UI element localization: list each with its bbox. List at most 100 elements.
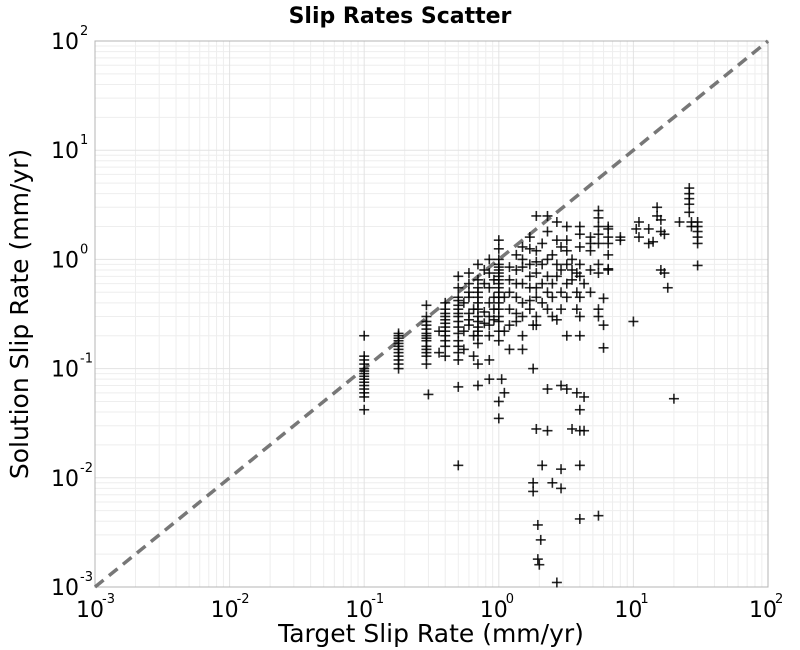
data-point: [484, 282, 495, 293]
x-axis-label: Target Slip Rate (mm/yr): [277, 619, 584, 648]
svg-text:-2: -2: [80, 461, 93, 476]
data-point: [542, 254, 553, 265]
data-point: [655, 214, 666, 225]
svg-text:10: 10: [345, 598, 373, 623]
svg-text:2: 2: [80, 24, 88, 39]
svg-text:1: 1: [640, 592, 648, 607]
data-point: [561, 384, 572, 395]
data-point: [531, 311, 542, 322]
svg-text:10: 10: [51, 139, 79, 164]
data-point: [668, 393, 679, 404]
data-point: [593, 212, 604, 223]
data-point: [511, 316, 522, 327]
x-tick-label: 10-3: [76, 592, 115, 623]
data-point: [574, 292, 585, 303]
data-point: [633, 232, 644, 243]
y-tick-label: 10 1: [51, 133, 88, 164]
data-point: [551, 217, 562, 228]
data-point: [499, 387, 510, 398]
svg-text:10: 10: [76, 598, 104, 623]
data-point: [542, 226, 553, 237]
data-point: [556, 304, 567, 315]
data-point: [537, 238, 548, 249]
data-point: [484, 254, 495, 265]
data-point: [662, 282, 673, 293]
data-point: [531, 210, 542, 221]
data-point: [524, 259, 535, 270]
data-point: [453, 282, 464, 293]
data-point: [574, 330, 585, 341]
data-point: [517, 330, 528, 341]
data-point: [458, 326, 469, 337]
data-point: [496, 374, 507, 385]
data-point: [603, 238, 614, 249]
data-point: [524, 232, 535, 243]
data-point: [517, 241, 528, 252]
svg-text:10: 10: [51, 30, 79, 55]
data-point: [542, 210, 553, 221]
data-point: [472, 380, 483, 391]
one-to-one-reference-line: [93, 39, 770, 589]
data-point: [561, 235, 572, 246]
data-point: [463, 268, 474, 279]
svg-text:10: 10: [51, 358, 79, 383]
data-point: [517, 278, 528, 289]
svg-text:10: 10: [51, 248, 79, 273]
data-point: [537, 278, 548, 289]
data-point: [648, 236, 659, 247]
data-point: [643, 223, 654, 234]
data-point: [659, 229, 670, 240]
data-point: [561, 245, 572, 256]
data-point: [458, 297, 469, 308]
data-point: [531, 320, 542, 331]
data-point: [542, 384, 553, 395]
data-point: [359, 391, 370, 402]
data-point: [652, 202, 663, 213]
data-point: [574, 513, 585, 524]
data-point: [542, 271, 553, 282]
data-point: [528, 363, 539, 374]
data-point: [551, 314, 562, 325]
data-point: [571, 387, 582, 398]
x-tick-label: 100: [480, 592, 514, 623]
svg-text:-1: -1: [80, 352, 93, 367]
data-point: [556, 264, 567, 275]
data-point: [528, 486, 539, 497]
data-point: [499, 326, 510, 337]
data-point: [504, 304, 515, 315]
svg-text:-3: -3: [80, 570, 93, 585]
svg-text:10: 10: [614, 598, 642, 623]
data-point: [484, 374, 495, 385]
chart-title: Slip Rates Scatter: [289, 4, 512, 29]
data-point: [511, 292, 522, 303]
data-point: [493, 413, 504, 424]
data-point: [551, 271, 562, 282]
data-point: [421, 300, 432, 311]
data-point: [493, 316, 504, 327]
data-point: [556, 483, 567, 494]
data-point: [453, 354, 464, 365]
data-point: [593, 259, 604, 270]
x-tick-labels: 10-3 10-2 10-1 100 101 102: [76, 592, 783, 623]
svg-text:0: 0: [506, 592, 514, 607]
data-point: [537, 460, 548, 471]
data-point: [593, 268, 604, 279]
data-point: [453, 381, 464, 392]
data-point: [551, 235, 562, 246]
data-point: [493, 396, 504, 407]
data-point: [598, 320, 609, 331]
data-point: [571, 304, 582, 315]
data-point: [504, 287, 515, 298]
data-point: [472, 359, 483, 370]
y-axis-label: Solution Slip Rate (mm/yr): [5, 149, 34, 479]
data-point: [531, 245, 542, 256]
data-point: [504, 274, 515, 285]
data-point: [603, 249, 614, 260]
x-tick-label: 102: [749, 592, 783, 623]
data-point: [479, 306, 490, 317]
data-point: [593, 238, 604, 249]
data-point: [517, 262, 528, 273]
svg-text:-3: -3: [102, 592, 115, 607]
data-point: [585, 287, 596, 298]
